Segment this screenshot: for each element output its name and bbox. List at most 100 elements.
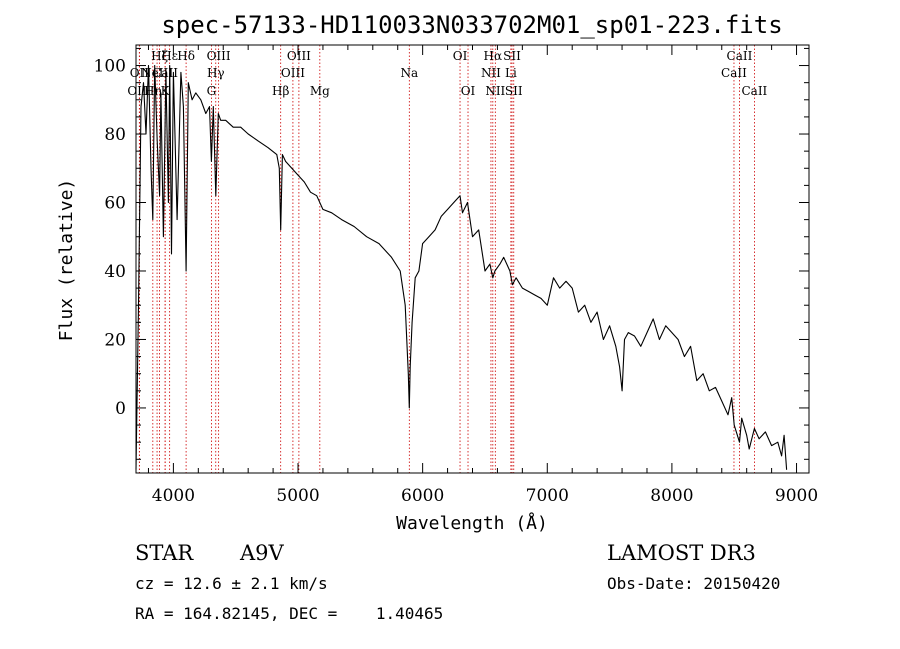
spectrum-point [447,209,448,210]
line-label: OI [453,49,468,63]
x-tick-label: 6000 [401,486,444,506]
spectrum-point [409,366,411,368]
spectrum-point [731,397,733,399]
spectrum-point [634,335,635,337]
spectrum-point [783,434,785,436]
spectrum-point [512,284,513,286]
spectrum-point [399,270,401,272]
line-label: SII [505,84,523,98]
y-tick-label: 0 [115,399,126,419]
spectrum-point [727,414,729,416]
x-tick-label: 8000 [650,486,693,506]
line-label: NII [481,66,501,80]
spectrum-point [771,445,772,446]
spectrum-point [472,236,473,238]
x-tick-label: 4000 [152,486,195,506]
spectrum-point [152,219,154,220]
redshift-readout: cz = 12.6 ± 2.1 km/s [135,574,328,593]
spectrum-point [165,72,167,73]
spectrum-point [276,154,278,155]
spectrum-point [154,65,156,66]
spectrum-point [220,119,222,121]
spectrum-point [652,318,654,320]
line-label: Hζ [151,49,168,63]
spectrum-point [408,407,410,409]
line-label: Hδ [177,49,195,63]
spectrum-point [553,277,554,279]
spectrum-point [422,243,423,244]
survey-name: LAMOST DR3 [607,541,756,565]
spectrum-point [596,311,598,313]
line-label: NII [485,84,505,98]
spectrum-point [211,161,212,162]
spectrum-point [659,339,660,340]
y-axis-ticks: 0 20 40 60 80 100 [94,47,809,460]
spectrum-point [183,106,184,107]
spectrum-point [418,270,420,272]
line-label: Hη [144,84,162,98]
spectrum-point [303,181,305,183]
spectrum-point [285,161,286,162]
observation-date: Obs-Date: 20150420 [607,574,780,593]
line-label: OII [130,66,150,80]
spectrum-point [721,400,723,402]
spectrum-point [212,106,214,107]
line-label: OIII [287,49,311,63]
spectrum-point [407,373,409,375]
spectrum-point [169,65,171,66]
spectrum-point [741,417,743,419]
spectrum-point [215,195,217,197]
line-label: Hε [161,49,178,63]
x-tick-label: 9000 [775,486,818,506]
line-label: OIII [281,66,305,80]
line-label: Li [505,66,517,80]
plot-frame [135,44,810,474]
spectrum-point [640,345,642,347]
spectrum-point [159,195,160,197]
spectrum-point [484,270,486,272]
line-label: G [207,84,217,98]
spectrum-point [176,219,178,220]
chart-title: spec-57133-HD110033N033702M01_sp01-223.f… [161,11,782,39]
spectrum-point [492,277,494,279]
spectrum-point [546,304,548,306]
spectrum-point [627,332,629,333]
x-axis-label: Wavelength (Å) [396,512,548,534]
spectrum-series [135,64,788,470]
spectrum-point [603,339,604,340]
x-tick-label: 7000 [526,486,569,506]
line-label: Na [400,66,418,80]
spectrum-point [515,277,517,279]
spectrum-point [609,325,610,327]
spectrum-point [765,431,766,433]
spectrum-point [150,167,152,169]
spectrum-point [646,332,648,333]
line-label: Hα [484,49,503,63]
spectrum-point [391,256,392,258]
spectrum-point [499,263,501,265]
spectrum-point [571,287,573,289]
spectrum-point [462,212,463,214]
spectrum-point [494,270,496,272]
spectrum-point [739,441,740,443]
spectrum-point [173,72,174,73]
spectrum-point [565,280,567,282]
spectrum-point [540,298,542,299]
spectrum-point [378,243,380,244]
spectrum-point [310,191,311,193]
spectrum-point [702,373,704,375]
spectrum-point [148,65,149,66]
spectrum-point [434,229,436,231]
spectrum-point [489,263,491,265]
spectrum-point [291,167,293,169]
spectrum-point [748,448,750,450]
line-label: Mg [310,84,330,98]
spectrum-point [411,321,413,323]
spectrum-point [453,202,455,203]
spectrum-point [690,345,691,347]
spectrum-point [156,140,158,142]
line-label: CaII [152,66,178,80]
line-label: CaII [721,66,747,80]
spectrum-point [200,99,202,101]
